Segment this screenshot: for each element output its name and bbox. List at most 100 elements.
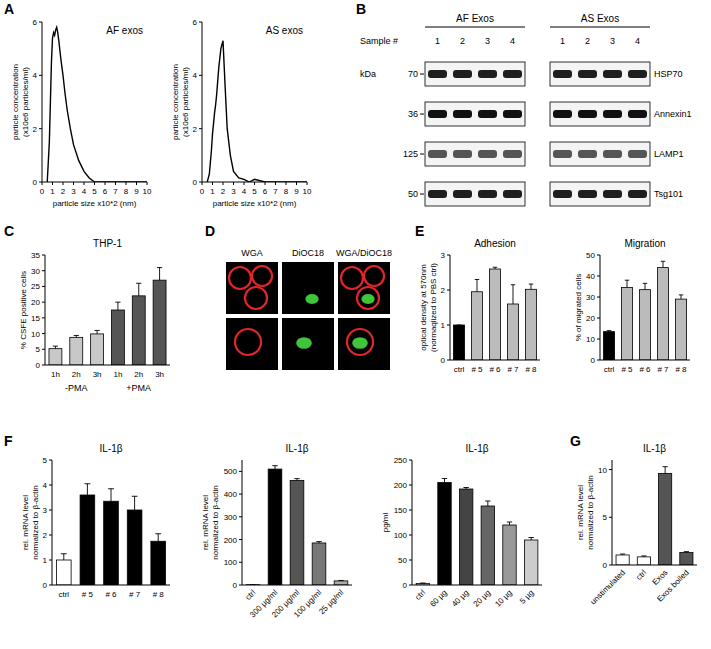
micrograph: WGADiOC18WGA/DiOC18 [226,248,392,370]
x-tick-label: # 6 [639,365,651,374]
y-axis-label: (x10e6 particles/ml) [181,67,190,137]
chart: unstimulatedctrlExosExos boiledIL-1β0510… [576,443,697,606]
plot-area [207,41,307,182]
x-tick-label: ctrl [244,588,258,602]
bar [680,553,693,565]
error-cap [136,283,141,284]
error-bar [294,479,299,481]
y-tick-label: 10 [586,335,595,344]
kda-tick [420,154,424,155]
y-tick [49,560,52,561]
y-tick [597,255,600,256]
lane-label: 2 [460,36,465,46]
y-tick [42,317,45,318]
error-line [531,284,532,289]
column-label: WGA/DiOC18 [336,248,392,258]
y-tick-label: 30 [31,267,40,276]
y-tick [597,297,600,298]
y-tick-label: 1 [43,556,48,565]
y-axis-label: particle concentration [11,64,20,140]
protein-label: Annexin1 [654,109,692,119]
x-tick-label: ctrl [454,365,465,374]
error-bar [679,295,683,299]
group-label: -PMA [65,383,88,393]
y-tick [447,360,450,361]
chart-title: AS exos [266,25,303,36]
blot-band [578,70,597,78]
error-line [134,496,135,510]
x-tick-label: # 8 [153,590,165,599]
x-tick [307,182,308,185]
blot-band [578,110,597,118]
x-tick [84,182,85,185]
error-cap [53,346,58,347]
y-axis-label: normalized to β-actin [211,485,220,559]
x-tick-label: 0 [200,187,205,196]
y-tick-label: 2 [33,125,38,134]
image-panel [282,318,334,370]
chart-title: IL-1β [643,443,666,454]
blot-band [553,70,572,78]
error-cap [155,533,161,534]
y-tick [239,471,242,472]
y-axis [202,22,203,182]
error-cap [485,501,490,502]
error-bar [511,285,515,304]
x-tick-label: # 6 [105,590,117,599]
y-axis [450,255,451,360]
bar [334,581,348,585]
data-line [47,27,147,182]
chart: ctrl300 µg/ml200 µg/ml100 µg/ml25 µg/mlI… [201,443,352,619]
x-tick-label: # 8 [675,365,687,374]
error-cap [95,330,100,331]
x-tick-label: # 5 [621,365,633,374]
y-tick [609,517,612,518]
error-cap [529,284,533,285]
error-bar [420,583,425,585]
bar [153,280,166,365]
blot-band [603,70,622,78]
blot-band [628,150,647,158]
y-axis-label: optical density at 570nm [419,264,428,351]
error-cap [442,478,447,479]
y-tick-label: 0 [603,561,608,570]
blot-band [503,70,522,78]
lane-label: 3 [485,36,490,46]
chart: 1h2h3h1h2h3h-PMA+PMATHP-105101520253035%… [19,238,170,393]
x-tick-label: 5 [252,187,257,196]
error-cap [511,284,515,285]
error-line [681,295,682,299]
error-bar [272,466,277,469]
bar [507,304,518,360]
error-bar [338,580,343,581]
bar [453,325,464,360]
y-tick [239,585,242,586]
chart: ctrl# 5# 6# 7# 8Migration01020304050% of… [574,238,690,374]
error-line [487,501,488,506]
blot-band [553,110,572,118]
y-tick [42,255,45,256]
y-tick [409,560,412,561]
error-line [158,534,159,542]
y-axis [600,255,601,360]
y-axis-label: rel. mRNA level [21,495,30,550]
x-tick [254,182,255,185]
group-bar [425,27,525,28]
bar [49,349,62,365]
kda-tick [420,114,424,115]
y-tick-label: 15 [31,314,40,323]
chart: ctrl# 5# 6# 7# 8IL-1β012345rel. mRNA lev… [21,443,170,599]
x-tick-label: # 5 [471,365,483,374]
bar [80,495,95,585]
y-tick-label: 10 [598,466,607,475]
error-cap [493,267,497,268]
error-bar [115,302,120,310]
exosome-signal [352,337,368,349]
blot-band [578,190,597,198]
panel-label: E [415,223,424,239]
blot-band [553,150,572,158]
error-bar [316,542,321,543]
y-tick-label: 6 [33,18,38,27]
x-tick [275,182,276,185]
error-cap [463,487,468,488]
